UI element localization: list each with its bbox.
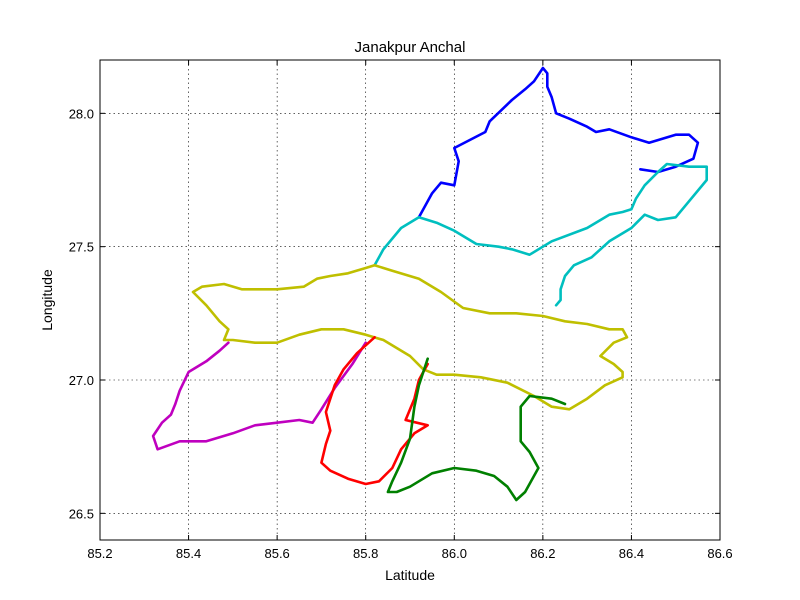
tick-labels: 85.2 85.4 85.6 85.8 86.0 86.2 86.4 86.6 26.5 27.0…: [69, 106, 733, 561]
y-tick-label: 26.5: [69, 506, 94, 521]
tick-marks: [99, 60, 721, 540]
x-tick-label: 86.6: [707, 546, 732, 561]
x-axis-label: Latitude: [385, 567, 435, 583]
y-tick-label: 27.5: [69, 240, 94, 255]
y-tick-label: 27.0: [69, 373, 94, 388]
region-lines: [151, 66, 709, 502]
region-boundary-3: [191, 263, 629, 411]
plot-frame: [99, 59, 721, 541]
region-boundary-2: [373, 162, 709, 307]
region-boundary-4: [151, 341, 368, 451]
region-boundary-5: [320, 335, 430, 486]
y-tick-label: 28.0: [69, 106, 94, 121]
x-tick-label: 86.0: [442, 546, 467, 561]
grid-lines: [100, 60, 720, 540]
x-tick-label: 85.8: [353, 546, 378, 561]
x-tick-label: 86.4: [619, 546, 644, 561]
chart-title: Janakpur Anchal: [355, 39, 466, 56]
x-tick-label: 85.6: [264, 546, 289, 561]
x-tick-label: 85.2: [87, 546, 112, 561]
x-tick-label: 85.4: [176, 546, 201, 561]
x-tick-label: 86.2: [530, 546, 555, 561]
region-boundary-6: [386, 357, 567, 502]
y-axis-label: Longitude: [39, 269, 55, 331]
region-boundary-1: [417, 66, 700, 219]
